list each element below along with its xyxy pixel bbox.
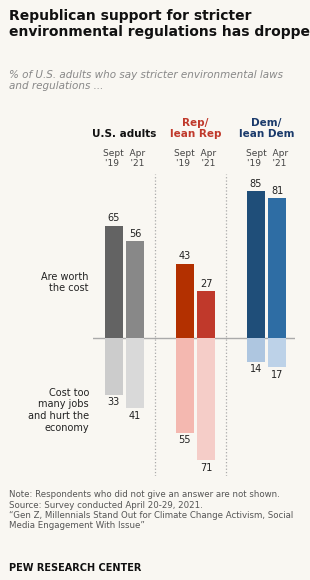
Bar — [247, 191, 265, 338]
Text: PEW RESEARCH CENTER: PEW RESEARCH CENTER — [9, 563, 142, 572]
Bar — [176, 338, 194, 433]
Text: % of U.S. adults who say stricter environmental laws
and regulations ...: % of U.S. adults who say stricter enviro… — [9, 70, 283, 91]
Text: 17: 17 — [271, 369, 284, 379]
Text: Note: Respondents who did not give an answer are not shown.
Source: Survey condu: Note: Respondents who did not give an an… — [9, 490, 294, 530]
Bar — [197, 338, 215, 460]
Text: Sept  Apr
'19    '21: Sept Apr '19 '21 — [246, 149, 288, 168]
Text: Sept  Apr
'19    '21: Sept Apr '19 '21 — [103, 149, 145, 168]
Bar — [126, 338, 144, 408]
Text: 85: 85 — [250, 179, 262, 188]
Text: Rep/
lean Rep: Rep/ lean Rep — [170, 118, 221, 139]
Bar — [268, 338, 286, 367]
Text: 81: 81 — [271, 186, 283, 195]
Text: Dem/
lean Dem: Dem/ lean Dem — [239, 118, 294, 139]
Text: 14: 14 — [250, 364, 262, 375]
Bar — [105, 338, 123, 394]
Bar — [126, 241, 144, 338]
Bar — [105, 226, 123, 338]
Text: 33: 33 — [108, 397, 120, 407]
Bar — [176, 264, 194, 338]
Text: Cost too
many jobs
and hurt the
economy: Cost too many jobs and hurt the economy — [28, 387, 89, 433]
Text: 56: 56 — [129, 229, 141, 238]
Text: 71: 71 — [200, 463, 212, 473]
Text: U.S. adults: U.S. adults — [92, 129, 157, 139]
Text: Sept  Apr
'19    '21: Sept Apr '19 '21 — [175, 149, 217, 168]
Text: 27: 27 — [200, 278, 212, 289]
Bar — [197, 291, 215, 338]
Text: 65: 65 — [108, 213, 120, 223]
Text: Republican support for stricter
environmental regulations has dropped: Republican support for stricter environm… — [9, 9, 310, 39]
Text: 41: 41 — [129, 411, 141, 421]
Bar — [247, 338, 265, 362]
Bar — [268, 198, 286, 338]
Text: 55: 55 — [179, 435, 191, 445]
Text: Are worth
the cost: Are worth the cost — [42, 272, 89, 293]
Text: 43: 43 — [179, 251, 191, 261]
